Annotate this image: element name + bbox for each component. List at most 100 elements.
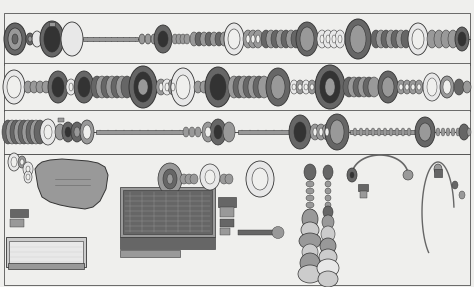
Ellipse shape — [389, 128, 393, 136]
Ellipse shape — [189, 127, 195, 137]
Ellipse shape — [306, 209, 314, 215]
Ellipse shape — [302, 244, 318, 260]
Ellipse shape — [403, 80, 411, 94]
Bar — [49, 22, 55, 26]
Ellipse shape — [323, 165, 333, 179]
Ellipse shape — [248, 30, 258, 48]
Ellipse shape — [412, 29, 424, 49]
Ellipse shape — [286, 30, 296, 48]
Ellipse shape — [215, 32, 223, 46]
Ellipse shape — [246, 161, 274, 197]
Ellipse shape — [452, 181, 458, 189]
Ellipse shape — [195, 32, 203, 46]
Ellipse shape — [386, 30, 396, 48]
Bar — [4, 13, 470, 65]
Ellipse shape — [391, 30, 401, 48]
Ellipse shape — [256, 35, 260, 43]
Ellipse shape — [323, 206, 333, 218]
Ellipse shape — [180, 174, 188, 184]
Ellipse shape — [417, 84, 421, 90]
Ellipse shape — [310, 124, 320, 140]
Ellipse shape — [34, 120, 46, 144]
Ellipse shape — [296, 80, 304, 94]
Ellipse shape — [319, 249, 337, 265]
Ellipse shape — [300, 253, 320, 273]
Ellipse shape — [302, 80, 310, 94]
Ellipse shape — [11, 157, 17, 167]
Ellipse shape — [24, 81, 32, 93]
Ellipse shape — [441, 30, 451, 48]
Ellipse shape — [306, 188, 314, 194]
Ellipse shape — [325, 188, 331, 194]
Ellipse shape — [252, 168, 268, 190]
Ellipse shape — [301, 222, 319, 238]
Ellipse shape — [172, 34, 178, 44]
Ellipse shape — [111, 76, 123, 98]
Ellipse shape — [350, 25, 366, 53]
Ellipse shape — [195, 127, 201, 137]
Ellipse shape — [251, 35, 255, 43]
Ellipse shape — [415, 117, 435, 147]
Ellipse shape — [348, 77, 360, 97]
Ellipse shape — [171, 68, 195, 106]
Ellipse shape — [23, 162, 33, 176]
Ellipse shape — [185, 174, 193, 184]
Ellipse shape — [403, 170, 413, 180]
Ellipse shape — [298, 84, 302, 90]
Ellipse shape — [347, 168, 357, 182]
Ellipse shape — [30, 81, 38, 93]
Ellipse shape — [190, 32, 198, 46]
Ellipse shape — [200, 81, 208, 93]
Ellipse shape — [325, 174, 331, 180]
Ellipse shape — [291, 30, 301, 48]
Ellipse shape — [228, 76, 240, 98]
Ellipse shape — [158, 31, 168, 47]
Ellipse shape — [205, 32, 213, 46]
Ellipse shape — [258, 76, 270, 98]
Ellipse shape — [223, 122, 235, 142]
Ellipse shape — [183, 127, 189, 137]
Bar — [96, 130, 184, 134]
Ellipse shape — [371, 128, 375, 136]
Ellipse shape — [363, 77, 375, 97]
Ellipse shape — [463, 81, 471, 93]
Ellipse shape — [376, 30, 386, 48]
Ellipse shape — [448, 30, 458, 48]
Bar — [4, 154, 470, 285]
Ellipse shape — [359, 128, 363, 136]
Ellipse shape — [159, 83, 163, 91]
Ellipse shape — [290, 80, 298, 94]
Ellipse shape — [26, 33, 34, 45]
Bar — [83, 37, 138, 41]
Ellipse shape — [266, 30, 276, 48]
Ellipse shape — [210, 74, 226, 100]
Bar — [218, 197, 236, 207]
Ellipse shape — [233, 76, 245, 98]
Ellipse shape — [24, 171, 32, 183]
Bar — [220, 207, 234, 217]
Ellipse shape — [7, 76, 21, 98]
Ellipse shape — [205, 127, 211, 137]
Ellipse shape — [80, 120, 94, 144]
Ellipse shape — [409, 80, 417, 94]
Ellipse shape — [176, 75, 190, 99]
Ellipse shape — [458, 32, 466, 46]
Ellipse shape — [325, 202, 331, 208]
Ellipse shape — [32, 31, 42, 47]
Ellipse shape — [350, 172, 354, 178]
Ellipse shape — [78, 77, 90, 97]
Bar — [238, 230, 273, 235]
Ellipse shape — [455, 27, 469, 51]
Ellipse shape — [44, 26, 60, 52]
Ellipse shape — [322, 124, 332, 140]
Ellipse shape — [443, 80, 451, 94]
Ellipse shape — [310, 84, 314, 90]
Ellipse shape — [62, 122, 74, 142]
Ellipse shape — [325, 78, 335, 96]
Ellipse shape — [315, 65, 345, 109]
Ellipse shape — [145, 34, 151, 44]
Ellipse shape — [271, 75, 285, 99]
Ellipse shape — [138, 79, 148, 95]
Ellipse shape — [220, 174, 228, 184]
Ellipse shape — [163, 169, 177, 189]
